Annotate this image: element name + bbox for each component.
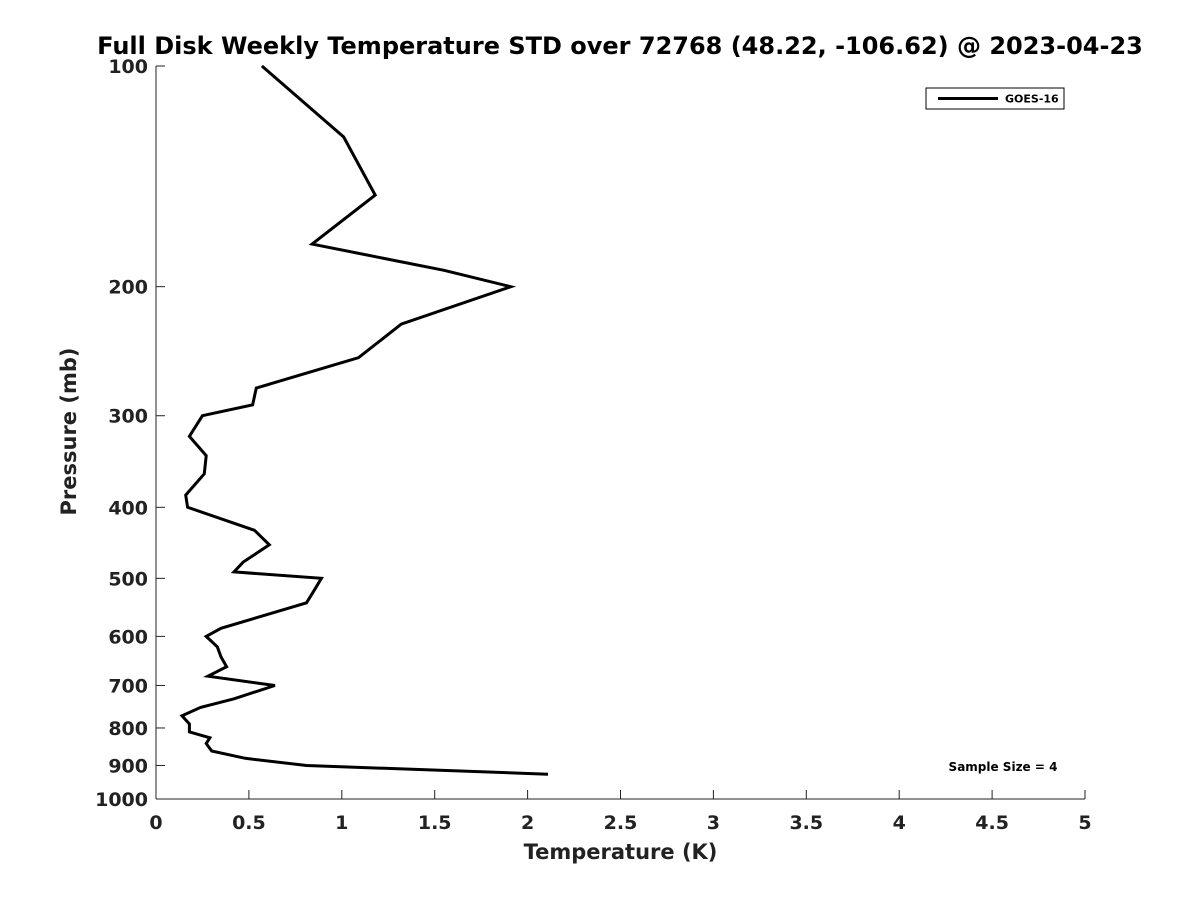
sample-size-annotation: Sample Size = 4 [949,760,1058,774]
y-tick-label: 300 [108,406,148,428]
x-tick-label: 3 [707,812,720,834]
y-tick-label: 600 [108,626,148,648]
x-tick-label: 3.5 [789,812,823,834]
x-tick-label: 2 [521,812,534,834]
series-line-goes-16 [179,64,549,776]
x-tick-label: 2.5 [604,812,638,834]
x-tick-label: 1.5 [418,812,452,834]
y-tick-label: 100 [108,56,148,78]
y-ticks: 100 200 300 400 500 600 700 800 900 1000 [95,56,165,811]
y-tick-label: 900 [108,755,148,777]
y-axis-label: Pressure (mb) [57,348,81,516]
x-tick-label: 4.5 [975,812,1009,834]
x-tick-label: 4 [893,812,906,834]
y-tick-label: 1000 [95,789,148,811]
chart-title: Full Disk Weekly Temperature STD over 72… [97,32,1143,60]
y-tick-label: 200 [108,277,148,299]
x-tick-label: 5 [1078,812,1091,834]
x-tick-label: 0 [149,812,162,834]
x-axis-label: Temperature (K) [524,840,718,864]
legend: GOES-16 [925,87,1065,110]
y-tick-label: 800 [108,718,148,740]
x-tick-label: 1 [335,812,348,834]
y-tick-label: 700 [108,675,148,697]
series-layer [179,64,549,776]
y-tick-label: 500 [108,568,148,590]
legend-label-goes-16: GOES-16 [1005,93,1059,106]
x-ticks: 0 0.5 1 1.5 2 2.5 3 3.5 4 4.5 5 [149,790,1092,834]
y-tick-label: 400 [108,497,148,519]
x-tick-label: 0.5 [232,812,266,834]
